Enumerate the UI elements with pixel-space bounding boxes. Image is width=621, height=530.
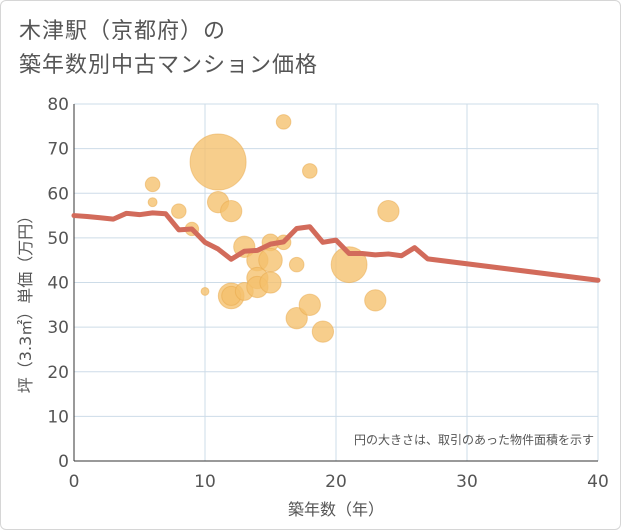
data-bubble [147, 197, 158, 208]
y-axis-label: 坪（3.3㎡）単価（万円） [16, 208, 35, 393]
chart-title: 木津駅（京都府）の 築年数別中古マンション価格 [19, 15, 318, 83]
chart-note: 円の大きさは、取引のあった物件面積を示す [354, 432, 594, 447]
x-axis-label: 築年数（年） [288, 500, 384, 519]
data-bubble [311, 320, 335, 343]
x-tick-label: 20 [325, 472, 347, 492]
x-tick-label: 0 [69, 472, 80, 492]
chart-title-line2: 築年数別中古マンション価格 [19, 53, 319, 78]
data-bubble [288, 256, 305, 273]
data-bubble [171, 203, 187, 219]
x-tick-label: 30 [456, 472, 478, 492]
y-tick-label: 70 [47, 140, 69, 160]
data-bubble [259, 271, 282, 294]
data-bubble [220, 199, 243, 223]
y-tick-label: 0 [58, 452, 69, 472]
data-bubble [144, 176, 161, 193]
y-tick-label: 60 [47, 184, 69, 204]
trend-line-layer [71, 210, 601, 283]
grid-lines [73, 103, 599, 462]
y-tick-label: 40 [47, 274, 69, 294]
data-bubble [302, 163, 318, 179]
x-tick-label: 40 [587, 472, 609, 492]
data-bubble [189, 133, 247, 191]
y-tick-label: 20 [47, 363, 69, 383]
y-tick-label: 10 [47, 407, 69, 427]
y-tick-label: 30 [47, 318, 69, 338]
data-bubble [285, 307, 308, 330]
data-bubble [377, 199, 400, 223]
y-tick-label: 80 [47, 95, 69, 115]
data-bubble [364, 289, 387, 312]
data-bubble [275, 114, 292, 130]
y-tick-label: 50 [47, 229, 69, 249]
data-bubble [298, 293, 321, 316]
bubble-layer [144, 114, 400, 343]
data-bubble [200, 287, 210, 296]
x-tick-label: 10 [194, 472, 216, 492]
chart-title-line1: 木津駅（京都府）の [19, 19, 227, 44]
tick-labels: 0 10 20 30 40 0 10 20 30 40 50 60 70 80 [47, 95, 608, 492]
average-price-line [71, 210, 601, 283]
data-bubble [258, 247, 283, 273]
axes [73, 104, 598, 462]
